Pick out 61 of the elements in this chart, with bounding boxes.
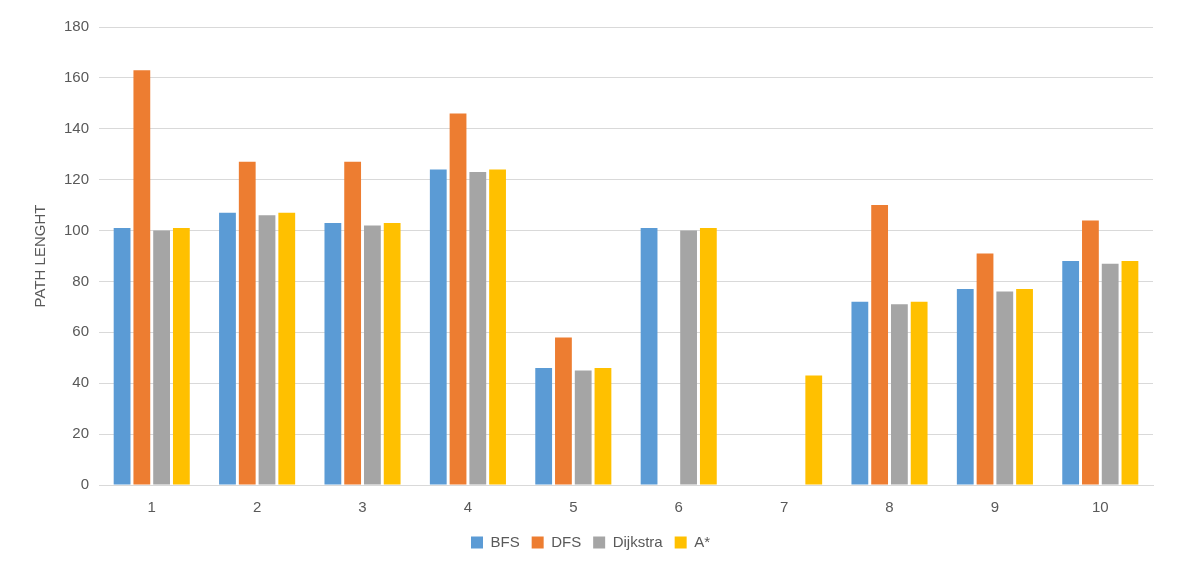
bar	[871, 205, 889, 485]
bar	[219, 212, 236, 485]
bar	[851, 301, 869, 485]
bar	[1101, 263, 1119, 485]
y-tick-label: 140	[64, 118, 90, 136]
bar	[640, 228, 658, 485]
bar	[910, 301, 928, 485]
x-tick-label: 7	[779, 498, 789, 516]
legend-label: Dijkstra	[612, 532, 664, 550]
bar	[364, 225, 381, 485]
y-tick-label: 80	[72, 271, 90, 289]
bar	[574, 370, 592, 485]
bar	[1016, 289, 1033, 485]
x-tick-label: 4	[463, 498, 473, 516]
bar	[555, 337, 572, 485]
y-tick-label: 120	[64, 169, 90, 187]
bar	[1082, 220, 1099, 485]
bar	[996, 291, 1014, 485]
bar	[1121, 261, 1139, 485]
bar	[594, 367, 612, 485]
bar	[805, 375, 823, 485]
legend-label: DFS	[551, 532, 582, 550]
x-tick-label: 1	[147, 498, 156, 516]
bar	[324, 222, 342, 485]
bar	[449, 113, 467, 485]
bar	[429, 169, 447, 485]
bar	[890, 304, 908, 485]
bar	[680, 230, 697, 485]
x-tick-label: 3	[358, 498, 367, 516]
y-tick-label: 180	[64, 17, 90, 35]
bar	[535, 367, 553, 485]
x-tick-label: 9	[990, 498, 1000, 516]
x-tick-label: 8	[885, 498, 894, 516]
y-tick-label: 20	[72, 424, 90, 442]
bar	[469, 172, 487, 485]
bar	[238, 161, 256, 485]
x-tick-label: 6	[674, 498, 683, 516]
y-tick-label: 0	[80, 475, 90, 493]
bar	[699, 228, 717, 485]
bar	[344, 161, 362, 485]
bar	[133, 70, 151, 485]
bar	[1062, 261, 1080, 485]
x-tick-label: 2	[252, 498, 262, 516]
bar	[976, 253, 994, 485]
x-tick-label: 5	[569, 498, 578, 516]
bar	[113, 228, 131, 485]
bar	[278, 212, 296, 485]
bar	[489, 169, 506, 485]
bar	[956, 289, 974, 485]
y-tick-label: 100	[64, 220, 90, 238]
legend-label: A*	[694, 532, 711, 550]
bar	[383, 222, 401, 485]
y-tick-label: 160	[64, 68, 90, 86]
legend-label: BFS	[490, 532, 520, 550]
bar	[172, 228, 190, 485]
x-tick-label: 10	[1091, 498, 1109, 516]
bar	[153, 230, 171, 485]
y-tick-label: 40	[72, 373, 90, 391]
y-tick-label: 60	[72, 322, 90, 340]
bar	[258, 215, 276, 485]
y-axis-title: PATH LENGHT	[31, 204, 49, 308]
